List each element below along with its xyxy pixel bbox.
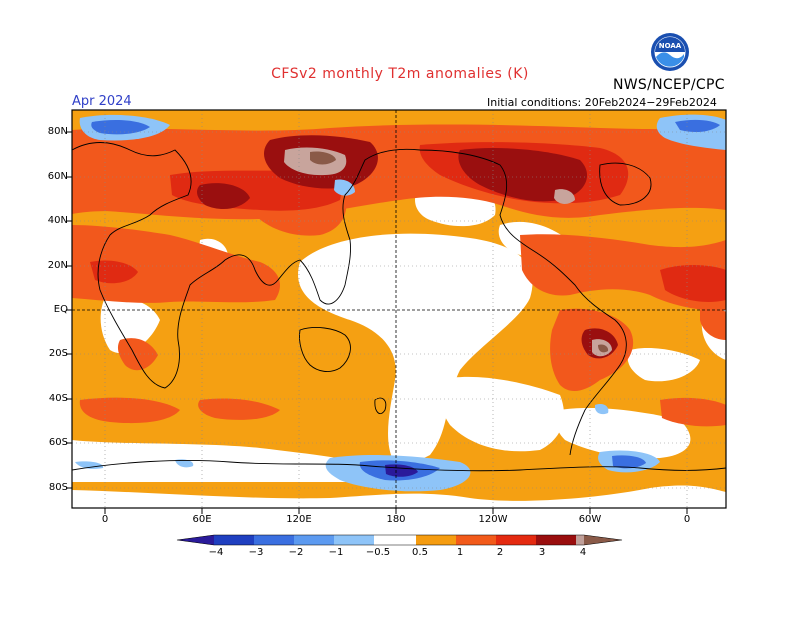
lon-label: 0 [683, 514, 691, 525]
colorbar-swatch-4-3 [214, 535, 254, 545]
forecast-period: Apr 2024 [72, 94, 132, 109]
map-frame [71, 109, 727, 509]
colorbar-label: −1 [328, 547, 344, 558]
lat-label: 80N [47, 126, 68, 137]
lon-label: 60W [578, 514, 602, 525]
axis-ticks [66, 131, 688, 514]
colorbar-swatch-gt4 [584, 535, 622, 545]
colorbar-swatch-2-1 [294, 535, 334, 545]
coastlines [72, 142, 726, 472]
chart-title: CFSv2 monthly T2m anomalies (K) [271, 66, 529, 82]
colorbar-swatch-neutral [374, 535, 416, 545]
colorbar-label: 3 [538, 547, 546, 558]
colorbar-label: 1 [456, 547, 464, 558]
colorbar-swatch-2-3 [496, 535, 536, 545]
lon-label: 120W [478, 514, 508, 525]
colorbar-label: 2 [496, 547, 504, 558]
equator-dateline [72, 110, 726, 508]
lat-label: 60S [48, 437, 68, 448]
lat-label: 20N [47, 260, 68, 271]
lon-label: 60E [192, 514, 212, 525]
lat-label: 80S [48, 482, 68, 493]
colorbar-label: 0.5 [412, 547, 428, 558]
colorbar-swatch-05-1 [416, 535, 456, 545]
colorbar-label: −3 [248, 547, 264, 558]
near-normal-regions [72, 179, 726, 508]
initial-conditions: Initial conditions: 20Feb2024−29Feb2024 [487, 96, 717, 109]
lat-gridlines [72, 131, 726, 489]
colorbar-swatch-1-2 [456, 535, 496, 545]
warm-anomaly-extreme [310, 151, 609, 353]
lon-label: 120E [286, 514, 312, 525]
anomaly-map [72, 110, 726, 508]
colorbar-label: 4 [579, 547, 587, 558]
lon-label: 0 [101, 514, 109, 525]
cold-anomaly-regions [75, 114, 726, 492]
colorbar-label: −0.5 [365, 547, 391, 558]
org-label: NWS/NCEP/CPC [613, 77, 725, 93]
lat-label: 20S [48, 348, 68, 359]
lat-label: 40S [48, 393, 68, 404]
lon-label: 180 [386, 514, 406, 525]
lat-label: 60N [47, 171, 68, 182]
colorbar-swatch-1-05 [334, 535, 374, 545]
colorbar-label: −4 [208, 547, 224, 558]
colorbar-swatch-lt4 [177, 535, 214, 545]
noaa-logo-text: NOAA [659, 42, 682, 50]
colorbar-label: −2 [288, 547, 304, 558]
colorbar [176, 534, 623, 546]
noaa-logo-icon: NOAA [651, 33, 689, 71]
lat-label: EQ [53, 304, 68, 315]
lat-label: 40N [47, 215, 68, 226]
colorbar-swatch-3-4 [536, 535, 576, 545]
colorbar-swatch-4 [576, 535, 584, 545]
colorbar-swatch-3-2 [254, 535, 294, 545]
